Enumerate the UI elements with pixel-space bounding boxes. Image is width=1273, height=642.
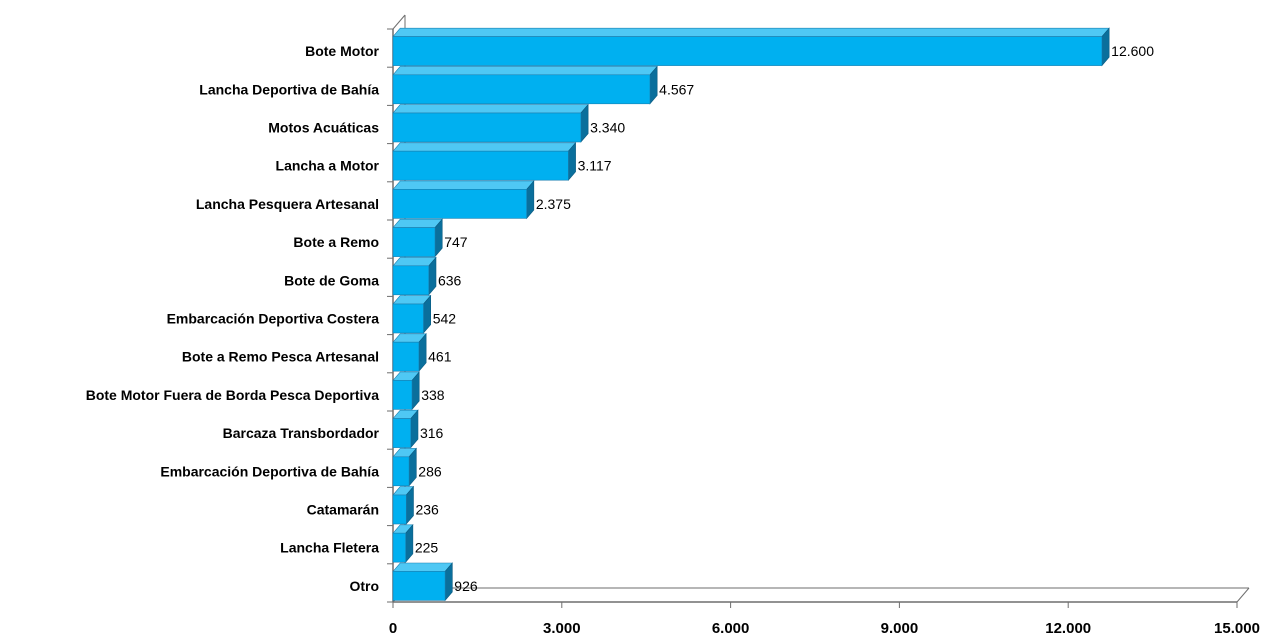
value-label: 338: [421, 387, 445, 403]
bar-top-face: [392, 142, 577, 152]
bar-top-face: [392, 104, 589, 114]
bar-front-face: [392, 494, 407, 525]
x-tick-label: 12.000: [1045, 620, 1091, 637]
category-label: Bote Motor: [305, 43, 379, 59]
bar: [392, 27, 1110, 67]
x-axis-ticks: 0 3.000 6.000 9.000 12.000 15.000: [389, 602, 1260, 637]
value-label: 2.375: [536, 196, 571, 212]
category-label: Bote a Remo Pesca Artesanal: [182, 349, 379, 365]
bar-front-face: [392, 36, 1103, 66]
category-label: Catamarán: [307, 502, 379, 518]
value-label: 225: [415, 540, 439, 556]
x-tick-label: 15.000: [1214, 620, 1260, 637]
category-label: Bote de Goma: [284, 272, 379, 288]
chart-bars: [392, 27, 1110, 602]
x-tick-label: 3.000: [543, 620, 581, 637]
category-label: Bote a Remo: [293, 234, 379, 250]
category-label: Lancha Pesquera Artesanal: [196, 196, 379, 212]
bar-front-face: [392, 303, 424, 334]
value-label: 12.600: [1111, 43, 1154, 59]
bar-top-face: [392, 27, 1110, 37]
bar-top-face: [392, 66, 658, 76]
value-label: 926: [454, 578, 478, 594]
bar: [392, 485, 415, 525]
bar: [392, 103, 589, 143]
top-depth-line: [392, 14, 406, 30]
category-label: Embarcación Deportiva Costera: [167, 311, 380, 327]
bar-top-face: [392, 562, 453, 572]
bar-top-face: [392, 218, 443, 228]
category-label: Barcaza Transbordador: [223, 425, 380, 441]
bar: [392, 332, 427, 373]
x-tick-label: 9.000: [881, 620, 919, 637]
x-tick-label: 6.000: [712, 620, 750, 637]
value-label: 3.340: [590, 120, 625, 136]
bar-front-face: [392, 227, 436, 257]
bar: [392, 523, 414, 564]
value-label: 3.117: [578, 158, 612, 174]
value-label: 542: [433, 311, 457, 327]
category-label: Lancha a Motor: [276, 158, 380, 174]
category-label: Lancha Deportiva de Bahía: [199, 81, 379, 97]
value-label: 236: [415, 502, 439, 518]
bar: [392, 218, 443, 258]
bar: [392, 409, 419, 449]
category-label: Otro: [349, 578, 379, 594]
bar-front-face: [392, 74, 651, 105]
value-label: 316: [420, 425, 444, 441]
bar: [392, 141, 577, 182]
bar: [392, 256, 437, 296]
category-label: Embarcación Deportiva de Bahía: [160, 463, 379, 479]
bar-front-face: [392, 532, 406, 563]
bar-front-face: [392, 150, 569, 181]
value-label: 636: [438, 272, 462, 288]
bar-front-face: [392, 112, 582, 143]
value-label: 461: [428, 349, 452, 365]
bar-front-face: [392, 341, 420, 372]
bar-front-face: [392, 189, 527, 219]
bar: [392, 180, 535, 220]
bar: [392, 447, 417, 487]
value-labels: 12.600 4.567 3.340 3.117 2.375 747 636 542 461 33…: [415, 43, 1154, 594]
bar-top-face: [392, 180, 535, 190]
bar-front-face: [392, 571, 446, 601]
bar: [392, 371, 420, 411]
x-tick-label: 0: [389, 620, 397, 637]
bar: [392, 562, 453, 602]
value-label: 286: [418, 463, 442, 479]
floor-right-line: [1236, 587, 1250, 603]
bar-front-face: [392, 265, 430, 296]
bar-front-face: [392, 418, 412, 448]
category-label: Motos Acuáticas: [268, 120, 379, 136]
category-labels: Bote Motor Lancha Deportiva de Bahía Motos…: [86, 43, 380, 594]
bar: [392, 294, 432, 334]
bar-front-face: [392, 380, 413, 410]
bar-front-face: [392, 456, 410, 487]
category-label: Lancha Fletera: [280, 540, 379, 556]
bar: [392, 65, 658, 105]
value-label: 747: [444, 234, 468, 250]
category-label: Bote Motor Fuera de Borda Pesca Deportiv…: [86, 387, 380, 403]
value-label: 4.567: [659, 81, 694, 97]
